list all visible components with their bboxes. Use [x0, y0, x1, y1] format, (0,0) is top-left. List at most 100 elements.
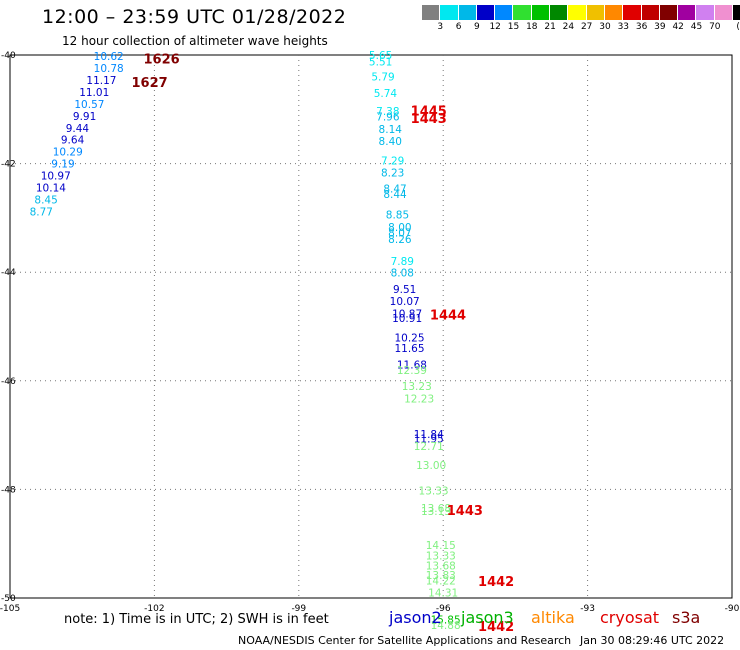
wave-height-label: 8.40: [379, 136, 402, 148]
wave-height-label: 10.57: [74, 99, 104, 111]
wave-height-label: 10.25: [394, 332, 424, 344]
wave-height-label: 14.15: [426, 540, 456, 552]
wave-height-label: 11.95: [414, 433, 444, 445]
colorbar-tick-label: 33: [617, 22, 630, 32]
colorbar-swatch: [659, 5, 679, 20]
colorbar-swatch: [422, 5, 441, 20]
wave-height-label: 8.08: [391, 268, 414, 280]
latitude-tick-label: -40: [1, 51, 16, 61]
colorbar-swatch: [733, 5, 740, 20]
wave-height-label: 13.00: [416, 460, 446, 472]
wave-height-label: 9.64: [61, 135, 85, 147]
longitude-tick-label: -93: [580, 604, 595, 614]
legend-entry-jason2: jason2: [389, 608, 442, 627]
map-subtitle: 12 hour collection of altimeter wave hei…: [62, 34, 328, 48]
pass-time-label: 1445: [411, 104, 447, 119]
wave-height-label: 13.83: [426, 570, 456, 582]
colorbar-tick-label: 70: [709, 22, 721, 32]
wave-height-label: 13.68: [426, 560, 456, 572]
colorbar-tick-label: 15: [507, 22, 520, 32]
footnote: note: 1) Time is in UTC; 2) SWH is in fe…: [64, 612, 329, 627]
longitude-tick-label: -105: [0, 604, 20, 614]
wave-height-label: 7.38: [376, 106, 399, 118]
wave-height-label: 12.39: [397, 365, 427, 377]
colorbar-swatch: [678, 5, 697, 20]
wave-height-label: 10.97: [41, 171, 71, 183]
wave-height-label: 10.62: [94, 51, 124, 63]
colorbar-tick-label: 39: [654, 22, 666, 32]
swh-colorbar: [422, 5, 740, 20]
wave-height-label: 10.07: [390, 296, 420, 308]
pass-time-label: 1442: [478, 620, 514, 635]
wave-height-label: 10.87: [392, 308, 422, 320]
wave-height-label: 14.88: [431, 620, 461, 632]
latitude-tick-label: -50: [1, 594, 16, 604]
colorbar-swatch: [623, 5, 642, 20]
wave-height-label: 10.29: [53, 147, 83, 159]
colorbar-swatch: [550, 5, 569, 20]
credit-line: NOAA/NESDIS Center for Satellite Applica…: [238, 634, 572, 647]
wave-height-label: 11.65: [394, 343, 424, 355]
wave-height-label: 10.91: [392, 313, 422, 325]
pass-time-label: 1444: [430, 309, 466, 324]
wave-height-label: 8.44: [383, 189, 407, 201]
longitude-tick-label: -96: [436, 604, 451, 614]
wave-height-label: 8.77: [30, 206, 53, 218]
wave-height-label: 9.91: [73, 111, 96, 123]
legend-entry-jason3: jason3: [461, 608, 514, 627]
wave-height-label: 8.00: [388, 222, 411, 234]
colorbar-swatch: [714, 5, 734, 20]
latitude-tick-label: -42: [1, 160, 16, 170]
colorbar-swatch: [696, 5, 715, 20]
colorbar-tick-label: 6: [455, 22, 462, 32]
pass-time-label: 1443: [411, 112, 447, 127]
wave-height-label: 7.29: [381, 155, 404, 167]
wave-height-label: 5.51: [369, 57, 392, 69]
wave-height-label: 5.74: [374, 88, 398, 100]
colorbar-tick-label: 21: [544, 22, 556, 32]
wave-height-label: 12.71: [414, 441, 444, 453]
generated-timestamp: Jan 30 08:29:46 UTC 2022: [580, 634, 725, 647]
longitude-tick-label: -90: [725, 604, 740, 614]
colorbar-tick-label: 24: [562, 22, 575, 32]
wave-height-label: 8.26: [388, 234, 412, 246]
colorbar-tick-label: 36: [635, 22, 648, 32]
wave-height-label: 15.85: [431, 615, 461, 627]
wave-height-label: 13.33: [419, 485, 449, 497]
colorbar-swatch: [458, 5, 477, 20]
wave-height-label: 13.13: [421, 506, 451, 518]
latitude-tick-label: -46: [1, 377, 16, 387]
wave-height-label: 8.45: [34, 194, 57, 206]
wave-height-label: 8.85: [386, 210, 409, 222]
wave-height-label: 14.31: [428, 588, 458, 600]
colorbar-tick-label: 9: [474, 22, 480, 32]
colorbar-tick-label: 12: [489, 22, 501, 32]
colorbar-unit: (ft): [736, 22, 740, 32]
colorbar-swatch: [440, 5, 459, 20]
colorbar-swatch: [531, 5, 551, 20]
colorbar-tick-label: 42: [672, 22, 684, 32]
wave-height-label: 8.14: [379, 124, 403, 136]
wave-height-label: 14.22: [426, 576, 456, 588]
map-frame: [9, 54, 733, 599]
wave-height-label: 11.17: [86, 75, 116, 87]
colorbar-tick-label: 18: [526, 22, 538, 32]
legend-entry-cryosat: cryosat: [600, 608, 660, 627]
longitude-tick-label: -99: [291, 604, 306, 614]
pass-time-label: 1443: [447, 504, 483, 519]
wave-height-label: 13.33: [426, 551, 456, 563]
colorbar-tick-label: 45: [690, 22, 703, 32]
colorbar-swatch: [513, 5, 532, 20]
wave-height-label: 12.23: [404, 394, 434, 406]
wave-height-label: 11.68: [397, 360, 427, 372]
pass-time-label: 1627: [131, 76, 167, 91]
latitude-tick-label: -48: [1, 485, 16, 495]
colorbar-swatch: [495, 5, 514, 20]
colorbar-tick-label: 30: [599, 22, 611, 32]
legend-entry-altika: altika: [531, 608, 575, 627]
wave-height-label: 7.96: [376, 111, 400, 123]
longitude-tick-label: -102: [144, 604, 164, 614]
wave-height-label: 10.78: [94, 63, 124, 75]
pass-time-label: 1442: [478, 575, 514, 590]
